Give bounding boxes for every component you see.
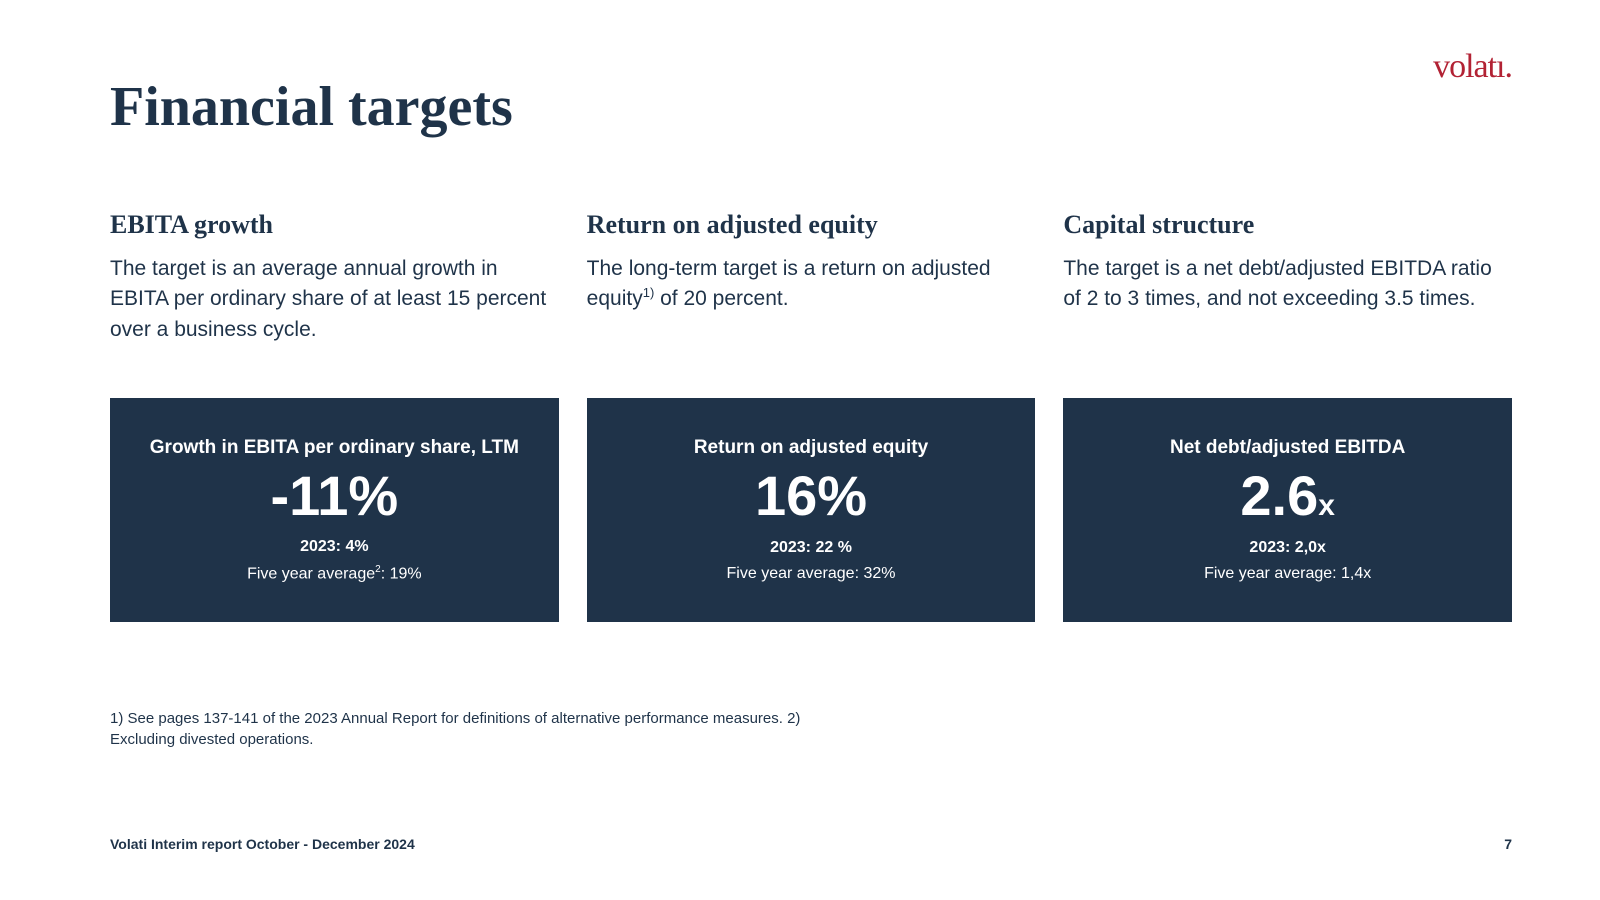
stat-previous-year: 2023: 22 %	[770, 539, 852, 557]
page-title: Financial targets	[110, 75, 513, 139]
column-return-equity: Return on adjusted equity The long-term …	[587, 210, 1036, 622]
columns-container: EBITA growth The target is an average an…	[110, 210, 1512, 622]
stat-label: Return on adjusted equity	[694, 437, 928, 459]
stat-five-year-avg: Five year average: 1,4x	[1204, 565, 1371, 583]
stat-previous-year: 2023: 4%	[300, 538, 369, 556]
footer-report-title: Volati Interim report October - December…	[110, 836, 415, 852]
stat-five-year-avg: Five year average: 32%	[727, 565, 896, 583]
column-heading: EBITA growth	[110, 210, 559, 240]
column-heading: Return on adjusted equity	[587, 210, 1036, 240]
brand-logo: volatı.	[1433, 48, 1512, 86]
column-description: The target is an average annual growth i…	[110, 254, 559, 374]
footnotes: 1) See pages 137-141 of the 2023 Annual …	[110, 708, 830, 750]
stat-card-capital-structure: Net debt/adjusted EBITDA 2.6x 2023: 2,0x…	[1063, 398, 1512, 622]
page-number: 7	[1504, 836, 1512, 852]
stat-card-return-equity: Return on adjusted equity 16% 2023: 22 %…	[587, 398, 1036, 622]
stat-previous-year: 2023: 2,0x	[1249, 539, 1326, 557]
column-ebita-growth: EBITA growth The target is an average an…	[110, 210, 559, 622]
stat-label: Net debt/adjusted EBITDA	[1170, 437, 1405, 459]
column-capital-structure: Capital structure The target is a net de…	[1063, 210, 1512, 622]
column-description: The long-term target is a return on adju…	[587, 254, 1036, 374]
stat-card-ebita: Growth in EBITA per ordinary share, LTM …	[110, 398, 559, 622]
stat-label: Growth in EBITA per ordinary share, LTM	[150, 437, 519, 459]
stat-value: 2.6x	[1240, 465, 1335, 527]
stat-five-year-avg: Five year average2: 19%	[247, 564, 422, 583]
column-description: The target is a net debt/adjusted EBITDA…	[1063, 254, 1512, 374]
stat-value: 16%	[755, 465, 867, 527]
column-heading: Capital structure	[1063, 210, 1512, 240]
stat-value: -11%	[271, 465, 399, 527]
